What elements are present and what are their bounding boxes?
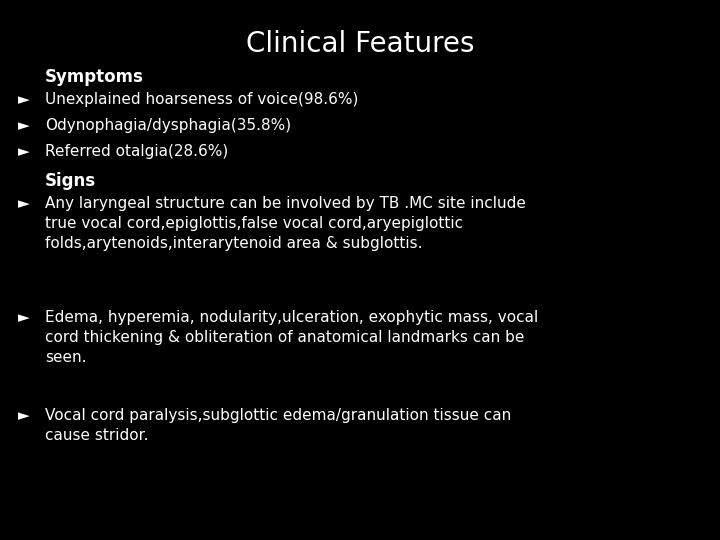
Text: ►: ► [18, 196, 30, 211]
Text: ►: ► [18, 118, 30, 133]
Text: Unexplained hoarseness of voice(98.6%): Unexplained hoarseness of voice(98.6%) [45, 92, 359, 107]
Text: ►: ► [18, 92, 30, 107]
Text: Vocal cord paralysis,subglottic edema/granulation tissue can
cause stridor.: Vocal cord paralysis,subglottic edema/gr… [45, 408, 511, 443]
Text: Clinical Features: Clinical Features [246, 30, 474, 58]
Text: ►: ► [18, 408, 30, 423]
Text: Signs: Signs [45, 172, 96, 190]
Text: Symptoms: Symptoms [45, 68, 144, 86]
Text: Any laryngeal structure can be involved by TB .MC site include
true vocal cord,e: Any laryngeal structure can be involved … [45, 196, 526, 251]
Text: Referred otalgia(28.6%): Referred otalgia(28.6%) [45, 144, 228, 159]
Text: ►: ► [18, 144, 30, 159]
Text: Odynophagia/dysphagia(35.8%): Odynophagia/dysphagia(35.8%) [45, 118, 291, 133]
Text: ►: ► [18, 310, 30, 325]
Text: Edema, hyperemia, nodularity,ulceration, exophytic mass, vocal
cord thickening &: Edema, hyperemia, nodularity,ulceration,… [45, 310, 539, 364]
